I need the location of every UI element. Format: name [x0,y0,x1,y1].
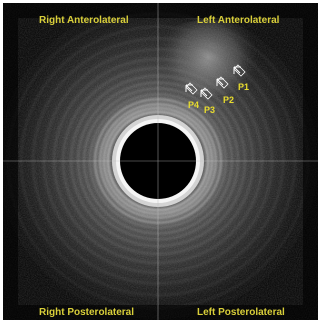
marker-label-p3: P3 [204,105,215,115]
marker-label-p4: P4 [188,100,199,110]
ultrasound-image: Right Anterolateral Left Anterolateral R… [3,3,318,320]
arrow-icon-p3 [200,87,213,100]
crosshair [3,3,318,320]
marker-label-p1: P1 [238,82,249,92]
arrow-icon-p4 [185,82,198,95]
arrow-icon-p1 [233,64,246,77]
label-left-anterolateral: Left Anterolateral [197,15,280,26]
label-left-posterolateral: Left Posterolateral [197,307,285,318]
arrow-icon-p2 [216,76,229,89]
arrow-markers [185,64,246,100]
label-right-posterolateral: Right Posterolateral [39,307,134,318]
marker-label-p2: P2 [223,95,234,105]
label-right-anterolateral: Right Anterolateral [39,15,129,26]
ultrasound-view: Right Anterolateral Left Anterolateral R… [3,3,318,320]
